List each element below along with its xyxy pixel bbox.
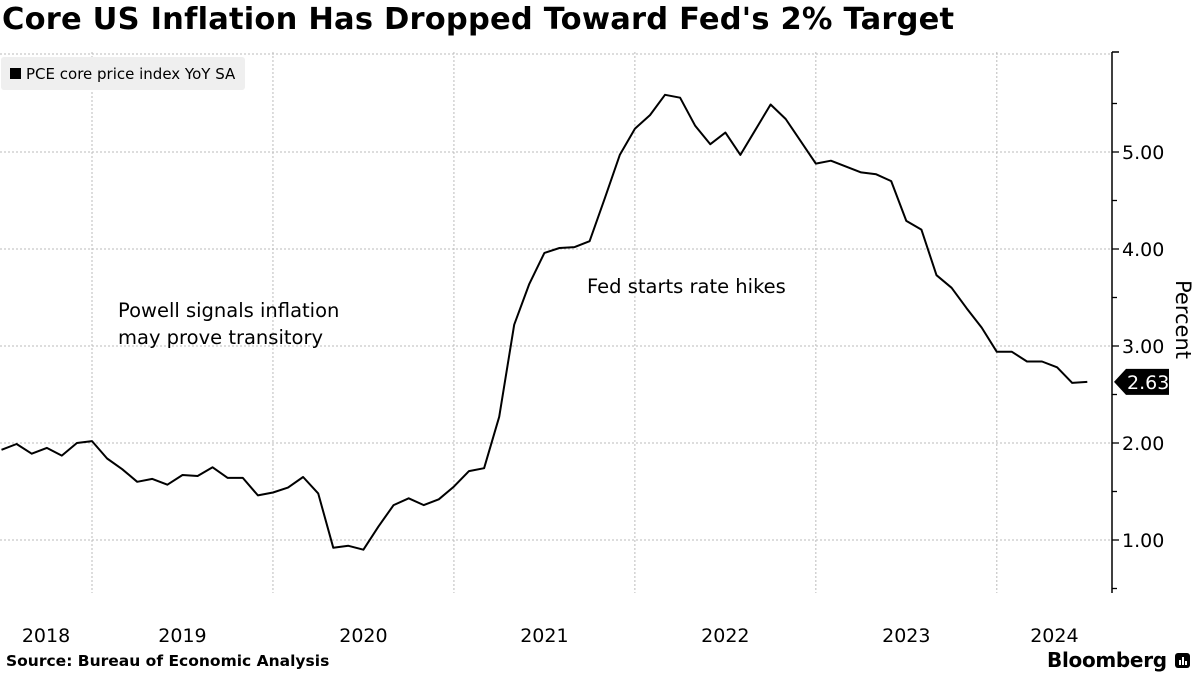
last-value-label: 2.63	[1127, 372, 1169, 394]
annotation-rate-hikes: Fed starts rate hikes	[587, 275, 786, 298]
brand-name: Bloomberg	[1047, 648, 1167, 672]
y-axis-title: Percent	[1171, 280, 1195, 359]
x-tick-label: 2023	[882, 625, 930, 647]
source-note: Source: Bureau of Economic Analysis	[6, 652, 330, 670]
last-value-box	[1114, 368, 1169, 395]
legend-swatch	[10, 68, 21, 79]
series-line	[1, 93, 1088, 551]
x-axis-labels: 2018 2019 2020 2021 2022 2023 2024	[22, 625, 1079, 647]
x-tick-label: 2019	[158, 625, 206, 647]
legend: PCE core price index YoY SA	[1, 57, 246, 90]
y-axis: 1.00 2.00 3.00 4.00 5.00	[1111, 51, 1164, 593]
x-tick-label: 2022	[701, 625, 749, 647]
annotation-powell-line2: may prove transitory	[118, 326, 323, 349]
legend-label: PCE core price index YoY SA	[26, 64, 236, 83]
x-tick-label: 2021	[520, 625, 568, 647]
bloomberg-logo: Bloomberg	[1047, 648, 1190, 672]
y-tick-label: 3.00	[1122, 336, 1164, 358]
gridlines	[0, 52, 1112, 593]
y-tick-label: 4.00	[1122, 239, 1164, 261]
x-tick-label: 2024	[1030, 625, 1078, 647]
last-value-marker: 2.63	[1114, 368, 1169, 395]
y-tick-label: 2.00	[1122, 433, 1164, 455]
bloomberg-chart-icon	[1174, 652, 1190, 668]
x-tick-label: 2018	[22, 625, 70, 647]
y-tick-label: 5.00	[1122, 142, 1164, 164]
annotation-powell-line1: Powell signals inflation	[118, 299, 339, 322]
annotation-powell: Powell signals inflation may prove trans…	[118, 299, 346, 349]
chart-title: Core US Inflation Has Dropped Toward Fed…	[2, 2, 955, 37]
y-tick-label: 1.00	[1122, 530, 1164, 552]
x-tick-label: 2020	[339, 625, 387, 647]
